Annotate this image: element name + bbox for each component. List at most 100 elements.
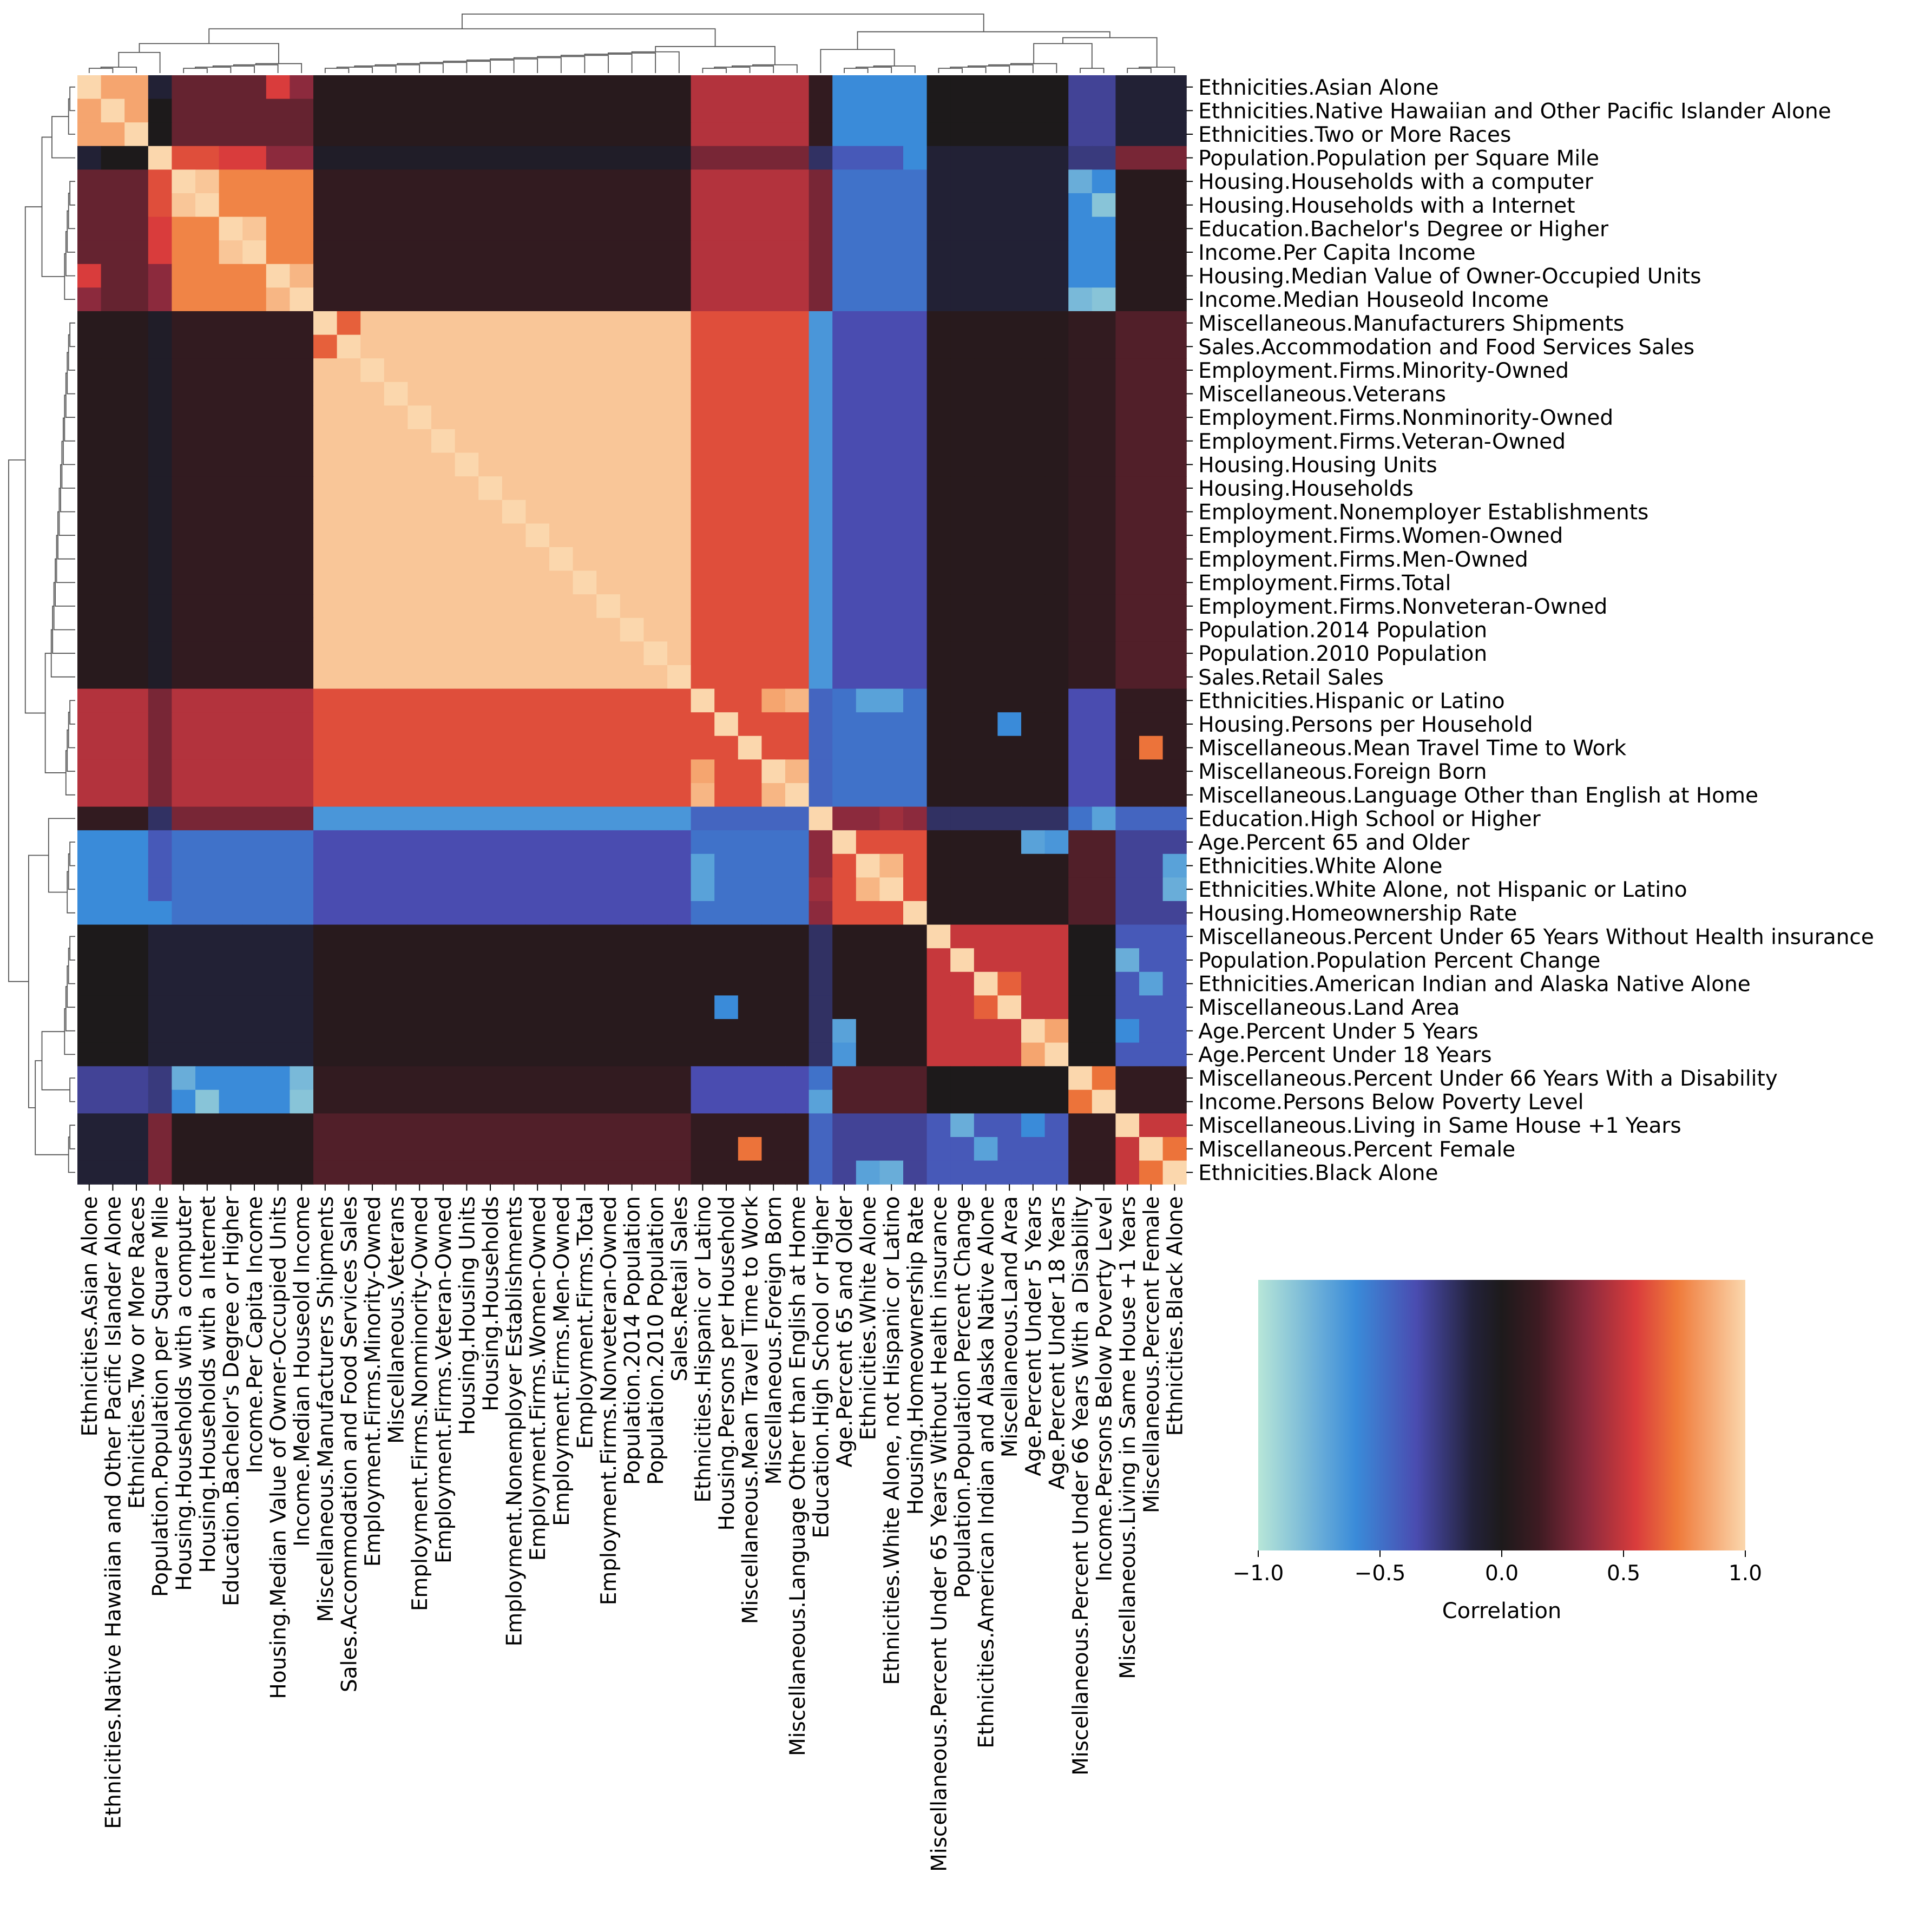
heatmap-cell	[266, 995, 290, 1020]
dendrogram-link	[69, 322, 75, 347]
heatmap-cell	[219, 1042, 243, 1067]
heatmap-cell	[691, 665, 715, 689]
heatmap-cell	[667, 570, 692, 595]
heatmap-cell	[974, 735, 998, 760]
heatmap-cell	[761, 617, 786, 642]
dendrogram-link	[57, 511, 75, 560]
heatmap-cell	[785, 358, 810, 383]
heatmap-cell	[950, 452, 975, 477]
heatmap-cell	[620, 382, 644, 406]
heatmap-cell	[148, 98, 172, 123]
heatmap-cell	[620, 570, 644, 595]
heatmap-cell	[1068, 924, 1093, 949]
heatmap-cell	[195, 452, 220, 477]
heatmap-cell	[761, 735, 786, 760]
heatmap-cell	[926, 216, 951, 241]
heatmap-cell	[525, 830, 550, 855]
heatmap-cell	[1044, 759, 1069, 784]
heatmap-cell	[1162, 405, 1187, 430]
heatmap-cell	[903, 665, 928, 689]
heatmap-cell	[431, 665, 456, 689]
heatmap-cell	[384, 287, 408, 312]
heatmap-cell	[950, 98, 975, 123]
heatmap-cell	[856, 995, 880, 1020]
heatmap-cell	[809, 193, 833, 218]
heatmap-cell	[1115, 500, 1140, 524]
heatmap-cell	[997, 641, 1022, 666]
heatmap-cell	[290, 1113, 314, 1138]
heatmap-cell	[549, 783, 574, 807]
heatmap-cell	[242, 169, 267, 194]
heatmap-cell	[903, 240, 928, 265]
heatmap-cell	[738, 1160, 762, 1185]
heatmap-cell	[785, 641, 810, 666]
heatmap-cell	[77, 287, 102, 312]
heatmap-cell	[738, 1113, 762, 1138]
heatmap-cell	[879, 1066, 904, 1090]
heatmap-cell	[313, 688, 338, 713]
heatmap-cell	[431, 216, 456, 241]
heatmap-cell	[384, 1042, 408, 1067]
heatmap-cell	[596, 1066, 621, 1090]
heatmap-cell	[195, 948, 220, 972]
heatmap-cell	[1162, 1160, 1187, 1185]
heatmap-cell	[643, 1137, 668, 1161]
heatmap-cell	[1115, 948, 1140, 972]
row-label: Miscellaneous.Living in Same House +1 Ye…	[1198, 1114, 1681, 1138]
heatmap-cell	[360, 783, 385, 807]
heatmap-cell	[1115, 712, 1140, 737]
heatmap-cell	[455, 1042, 479, 1067]
heatmap-cell	[525, 995, 550, 1020]
heatmap-cell	[1139, 1160, 1164, 1185]
heatmap-cell	[926, 382, 951, 406]
colorbar-tick-label: 1.0	[1729, 1561, 1762, 1586]
heatmap-cell	[1021, 547, 1046, 571]
heatmap-cell	[974, 877, 998, 902]
heatmap-cell	[1162, 169, 1187, 194]
heatmap-cell	[856, 500, 880, 524]
dendrogram-link	[100, 67, 137, 73]
heatmap-cell	[219, 287, 243, 312]
heatmap-cell	[997, 1113, 1022, 1138]
heatmap-cell	[266, 452, 290, 477]
column-label: Ethnicities.American Indian and Alaska N…	[975, 1196, 999, 1749]
heatmap-cell	[1044, 358, 1069, 383]
column-label: Miscellaneous.Foreign Born	[762, 1196, 786, 1484]
heatmap-cell	[525, 334, 550, 359]
heatmap-cell	[455, 901, 479, 925]
heatmap-cell	[714, 1113, 739, 1138]
heatmap-cell	[549, 853, 574, 878]
heatmap-cell	[691, 193, 715, 218]
dendrogram-link	[1062, 37, 1158, 68]
heatmap-cell	[667, 216, 692, 241]
heatmap-cell	[360, 735, 385, 760]
heatmap-cell	[77, 924, 102, 949]
heatmap-cell	[195, 688, 220, 713]
heatmap-cell	[455, 1089, 479, 1114]
heatmap-cell	[172, 1066, 196, 1090]
heatmap-cell	[478, 523, 503, 548]
heatmap-cell	[738, 169, 762, 194]
heatmap-cell	[926, 712, 951, 737]
heatmap-cell	[596, 216, 621, 241]
heatmap-cell	[525, 216, 550, 241]
heatmap-cell	[926, 287, 951, 312]
heatmap-cell	[761, 169, 786, 194]
heatmap-cell	[502, 995, 526, 1020]
heatmap-cell	[124, 924, 149, 949]
heatmap-cell	[761, 924, 786, 949]
heatmap-cell	[667, 500, 692, 524]
heatmap-cell	[337, 924, 361, 949]
heatmap-cell	[1068, 830, 1093, 855]
heatmap-cell	[195, 877, 220, 902]
heatmap-cell	[1139, 688, 1164, 713]
dendrogram-link	[490, 58, 538, 73]
heatmap-cell	[785, 1089, 810, 1114]
heatmap-cell	[124, 500, 149, 524]
heatmap-cell	[77, 995, 102, 1020]
heatmap-cell	[1068, 193, 1093, 218]
heatmap-cell	[667, 688, 692, 713]
heatmap-cell	[1044, 665, 1069, 689]
heatmap-cell	[478, 1042, 503, 1067]
heatmap-cell	[360, 216, 385, 241]
